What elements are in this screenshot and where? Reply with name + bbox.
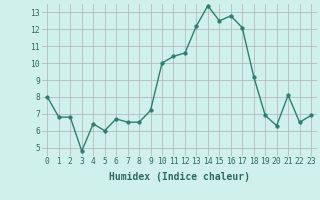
X-axis label: Humidex (Indice chaleur): Humidex (Indice chaleur) — [109, 172, 250, 182]
